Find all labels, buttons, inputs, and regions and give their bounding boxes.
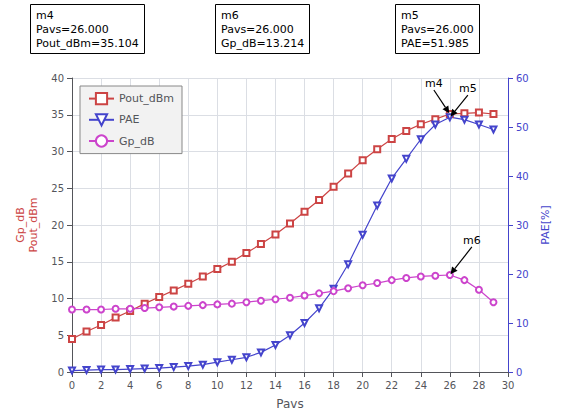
svg-text:Pout_dBm: Pout_dBm [119, 92, 174, 105]
svg-text:28: 28 [473, 380, 486, 391]
svg-text:40: 40 [516, 171, 529, 182]
svg-text:Gp_dB: Gp_dB [119, 135, 155, 148]
svg-text:Pout_dBm: Pout_dBm [27, 198, 40, 253]
svg-text:50: 50 [516, 122, 529, 133]
svg-text:m6: m6 [221, 9, 239, 22]
svg-text:24: 24 [414, 380, 427, 391]
svg-text:10: 10 [211, 380, 224, 391]
svg-text:m5: m5 [401, 9, 419, 22]
svg-text:10: 10 [51, 293, 64, 304]
svg-text:Pavs=26.000: Pavs=26.000 [36, 23, 109, 36]
svg-text:0: 0 [516, 367, 522, 378]
svg-text:Gp_dB: Gp_dB [14, 207, 27, 243]
svg-text:Pout_dBm=35.104: Pout_dBm=35.104 [36, 37, 139, 50]
svg-text:Pavs: Pavs [276, 397, 303, 411]
svg-text:Pavs=26.000: Pavs=26.000 [401, 23, 474, 36]
svg-text:30: 30 [502, 380, 515, 391]
svg-text:Gp_dB=13.214: Gp_dB=13.214 [221, 37, 304, 50]
svg-text:4: 4 [127, 380, 133, 391]
svg-text:0: 0 [69, 380, 75, 391]
svg-text:25: 25 [51, 183, 64, 194]
svg-text:60: 60 [516, 73, 529, 84]
svg-text:m4: m4 [36, 9, 54, 22]
svg-text:20: 20 [51, 220, 64, 231]
svg-text:16: 16 [298, 380, 311, 391]
svg-text:6: 6 [156, 380, 162, 391]
svg-text:20: 20 [356, 380, 369, 391]
svg-text:PAE=51.985: PAE=51.985 [401, 37, 469, 50]
svg-text:14: 14 [269, 380, 282, 391]
svg-text:m6: m6 [463, 234, 481, 247]
svg-text:PAE: PAE [119, 113, 139, 126]
svg-text:10: 10 [516, 318, 529, 329]
svg-text:m4: m4 [425, 77, 443, 90]
svg-text:Pavs=26.000: Pavs=26.000 [221, 23, 294, 36]
svg-text:5: 5 [58, 330, 64, 341]
svg-text:35: 35 [51, 109, 64, 120]
svg-text:2: 2 [98, 380, 104, 391]
svg-text:26: 26 [443, 380, 456, 391]
svg-text:18: 18 [327, 380, 340, 391]
svg-text:40: 40 [51, 73, 64, 84]
svg-text:m5: m5 [459, 82, 477, 95]
svg-text:20: 20 [516, 269, 529, 280]
svg-text:8: 8 [185, 380, 191, 391]
svg-text:30: 30 [516, 220, 529, 231]
svg-text:30: 30 [51, 146, 64, 157]
svg-text:15: 15 [51, 256, 64, 267]
svg-text:PAE[%]: PAE[%] [539, 205, 552, 244]
svg-text:0: 0 [58, 367, 64, 378]
svg-text:12: 12 [240, 380, 253, 391]
svg-text:22: 22 [385, 380, 398, 391]
